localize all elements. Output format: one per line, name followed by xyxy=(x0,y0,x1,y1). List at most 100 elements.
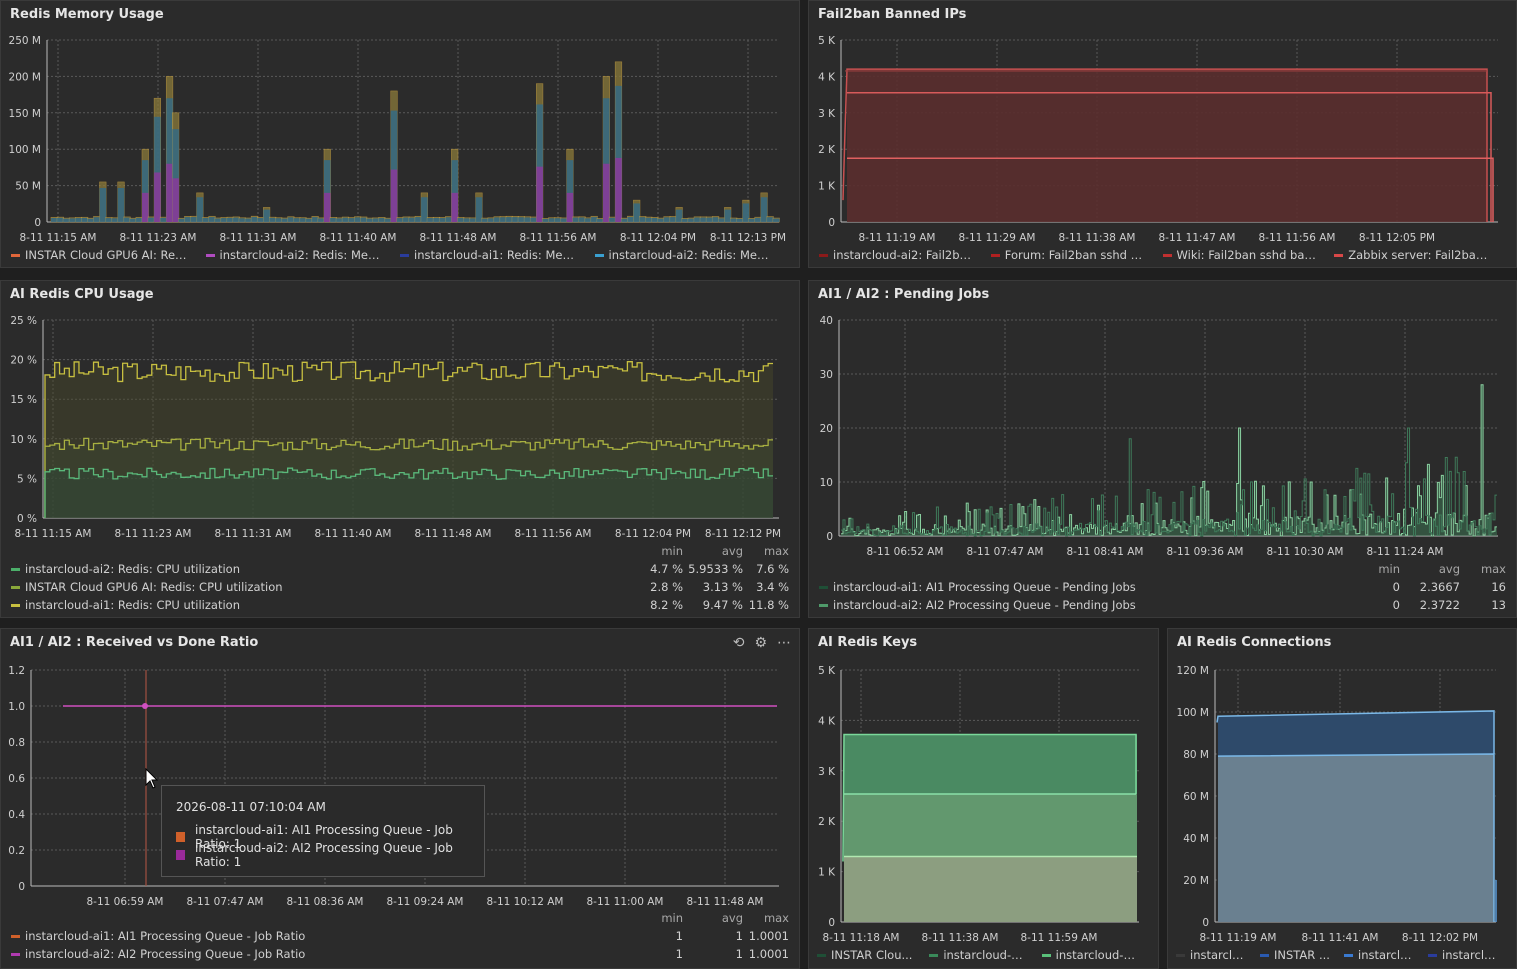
legend-swatch xyxy=(11,253,20,257)
panel-title: AI1 / AI2 : Received vs Done Ratio xyxy=(10,635,259,650)
legend-item[interactable]: Zabbix server: Fail2ban s... xyxy=(1334,248,1492,262)
tooltip-row-text: instarcloud-ai1: AI1 Processing Queue - … xyxy=(195,823,453,851)
y-tick-label: 10 xyxy=(820,477,833,489)
memory-bar xyxy=(463,218,471,222)
legend-item[interactable]: INSTAR Cloud GPU6 AI: Redis: CPU utiliza… xyxy=(11,578,789,596)
legend-max: 11.8 % xyxy=(748,598,789,612)
x-tick-label: 8-11 09:24 AM xyxy=(386,896,463,908)
memory-bar xyxy=(293,218,301,222)
history-icon[interactable]: ⟲ xyxy=(732,635,745,651)
memory-bar xyxy=(214,218,222,222)
fail2ban-line xyxy=(842,68,1488,222)
legend-item[interactable]: instarcloud-ai2: Redis: CPU utilization 4… xyxy=(11,560,789,578)
memory-bar xyxy=(554,218,562,222)
legend-item[interactable]: instarclo... xyxy=(1428,948,1498,962)
legend-item[interactable]: INSTAR Clou... xyxy=(817,948,915,962)
y-tick-label: 4 K xyxy=(818,715,836,727)
redis-connections-chart[interactable]: 120 M 100 M 80 M 60 M 40 M 20 M 0 8-11 11:19 AM… xyxy=(1168,629,1517,947)
redis-keys-chart[interactable]: 5 K 4 K 3 K 2 K 1 K 0 8-11 11:18 AM 8-11 11:38 … xyxy=(809,629,1159,947)
fail2ban-chart[interactable]: 5 K 4 K 3 K 2 K 1 K 0 8-11 11:19 AM 8-11 11:29 … xyxy=(809,1,1517,246)
memory-bar xyxy=(493,217,501,222)
x-tick-label: 8-11 11:47 AM xyxy=(1158,232,1235,244)
memory-bar xyxy=(609,217,616,222)
panel-pending-jobs: AI1 / AI2 : Pending Jobs 40 30 20 10 0 8-11 0… xyxy=(808,280,1517,618)
connections-line xyxy=(1217,753,1495,922)
legend-swatch xyxy=(1041,953,1051,957)
memory-bar xyxy=(245,218,252,222)
legend-item[interactable]: instarcloud-ai2: AI2 Processing Queue - … xyxy=(819,596,1506,614)
legend-item[interactable]: instarclo... xyxy=(1344,948,1414,962)
cpu-chart[interactable]: 25 % 20 % 15 % 10 % 5 % 0 % 8-11 11:15 AM 8-11 … xyxy=(1,281,800,543)
memory-bar xyxy=(742,203,750,222)
x-tick-label: 8-11 11:40 AM xyxy=(319,232,396,244)
legend-item[interactable]: instarcloud-ai2: Redis: Memor... xyxy=(594,248,775,262)
memory-bar xyxy=(499,217,507,222)
memory-bar xyxy=(603,163,610,222)
memory-bar xyxy=(81,217,88,222)
legend-header: min avg max xyxy=(819,560,1506,578)
legend-max: 1.0001 xyxy=(748,947,789,961)
memory-bar xyxy=(415,217,422,222)
y-tick-label: 20 xyxy=(820,423,833,435)
legend-swatch xyxy=(11,952,20,956)
legend-swatch xyxy=(400,253,409,257)
legend-header-min: min xyxy=(1378,562,1400,576)
pending-jobs-chart[interactable]: 40 30 20 10 0 8-11 06:52 AM 8-11 07:47 AM 8-11 … xyxy=(809,281,1517,561)
tooltip-swatch xyxy=(176,850,185,860)
y-tick-label: 0 xyxy=(1202,917,1209,929)
legend-item[interactable]: Wiki: Fail2ban sshd bann... xyxy=(1162,248,1321,262)
legend-avg: 3.13 % xyxy=(702,580,743,594)
legend-label: Forum: Fail2ban sshd ba... xyxy=(1004,248,1149,262)
legend-max: 1.0001 xyxy=(748,929,789,943)
x-tick-label: 8-11 08:36 AM xyxy=(286,896,363,908)
ratio-chart[interactable]: 1.2 1.0 0.8 0.6 0.4 0.2 0 8-11 06:59 AM 8-11 07:… xyxy=(1,629,800,911)
legend-label: instarclo... xyxy=(1190,948,1246,962)
legend-item[interactable]: instarcloud-ai2: Fail2ban ... xyxy=(819,248,977,262)
legend-item[interactable]: instarcloud-ai... xyxy=(929,948,1028,962)
legend-item[interactable]: instarcloud-ai1: AI1 Processing Queue - … xyxy=(11,927,789,945)
legend-item[interactable]: instarcloud-ai2: Redis: Memor... xyxy=(205,248,386,262)
memory-bar xyxy=(154,172,161,222)
legend-item[interactable]: INSTAR Cloud GPU6 AI: Redi... xyxy=(11,248,192,262)
legend-item[interactable]: instarcloud-ai1: Redis: CPU utilization 8… xyxy=(11,596,789,614)
memory-bar xyxy=(548,218,556,222)
memory-bar xyxy=(99,187,107,222)
y-tick-label: 3 K xyxy=(818,766,836,778)
legend-label: INSTAR Cloud GPU6 AI: Redi... xyxy=(25,248,192,262)
legend-label: INSTAR Cloud GPU6 AI: Redis: CPU utiliza… xyxy=(25,580,283,594)
redis-memory-chart[interactable]: 250 M 200 M 150 M 100 M 50 M 0 8-11 11:15 AM 8-… xyxy=(1,1,800,246)
legend-item[interactable]: Forum: Fail2ban sshd ba... xyxy=(990,248,1149,262)
y-tick-label: 0.4 xyxy=(8,809,25,821)
legend-item[interactable]: instarcloud-ai... xyxy=(1041,948,1140,962)
memory-bar xyxy=(233,217,240,222)
memory-bar xyxy=(324,160,331,222)
panel-ratio: AI1 / AI2 : Received vs Done Ratio ⟲ ⚙ ⋯… xyxy=(0,628,800,969)
legend-item[interactable]: instarcloud-ai1: AI1 Processing Queue - … xyxy=(819,578,1506,596)
legend-item[interactable]: instarcloud-ai1: Redis: Memor... xyxy=(400,248,581,262)
panel-title: AI Redis Keys xyxy=(818,635,918,650)
memory-bar xyxy=(63,218,70,222)
gear-icon[interactable]: ⚙ xyxy=(754,635,767,651)
legend-item[interactable]: instarcloud-ai2: AI2 Processing Queue - … xyxy=(11,945,789,963)
legend-max: 7.6 % xyxy=(756,562,789,576)
legend-label: instarcloud-ai1: AI1 Processing Queue - … xyxy=(25,929,306,943)
memory-bar xyxy=(396,218,404,222)
x-tick-label: 8-11 11:41 AM xyxy=(1301,932,1378,944)
pending-line xyxy=(841,427,1497,537)
more-icon[interactable]: ⋯ xyxy=(777,635,791,651)
memory-bar xyxy=(354,217,361,222)
memory-bar xyxy=(669,217,677,222)
memory-bar xyxy=(330,218,337,222)
x-tick-label: 8-11 07:47 AM xyxy=(186,896,263,908)
legend-item[interactable]: INSTAR ... xyxy=(1260,948,1330,962)
legend-header-avg: avg xyxy=(721,544,743,558)
legend-min: 8.2 % xyxy=(650,598,683,612)
memory-bar xyxy=(536,104,543,222)
memory-bar xyxy=(342,217,349,222)
legend-item[interactable]: instarclo... xyxy=(1176,948,1246,962)
legend-label: Zabbix server: Fail2ban s... xyxy=(1348,248,1492,262)
legend-label: Wiki: Fail2ban sshd bann... xyxy=(1176,248,1321,262)
panel-cpu: AI Redis CPU Usage 25 % 20 % 15 % 10 % 5 % 0 … xyxy=(0,280,800,618)
legend-swatch xyxy=(1334,253,1344,257)
x-tick-label: 8-11 12:12 PM xyxy=(705,528,781,540)
